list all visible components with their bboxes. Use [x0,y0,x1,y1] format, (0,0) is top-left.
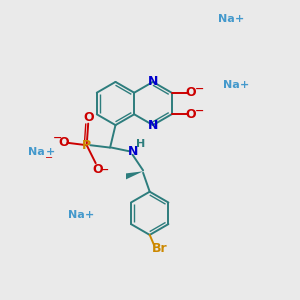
Text: Na: Na [218,14,235,25]
Text: N: N [148,75,158,88]
Text: P: P [82,139,91,152]
Polygon shape [126,171,143,179]
Text: −: − [53,133,62,143]
Text: −: − [44,152,53,163]
Text: +: + [85,209,94,220]
Text: −: − [194,105,204,116]
Text: O: O [83,111,94,124]
Text: H: H [136,139,146,149]
Text: Br: Br [152,242,167,256]
Text: O: O [186,86,196,99]
Text: Na: Na [223,80,239,91]
Text: N: N [128,145,138,158]
Text: O: O [58,136,69,149]
Text: Na: Na [68,209,85,220]
Text: −: − [194,84,204,94]
Text: O: O [186,108,196,121]
Text: O: O [92,163,103,176]
Text: N: N [148,118,158,132]
Text: Na: Na [28,147,44,158]
Text: +: + [236,14,244,25]
Text: −: − [100,165,110,175]
Text: +: + [240,80,249,91]
Text: +: + [46,147,55,158]
